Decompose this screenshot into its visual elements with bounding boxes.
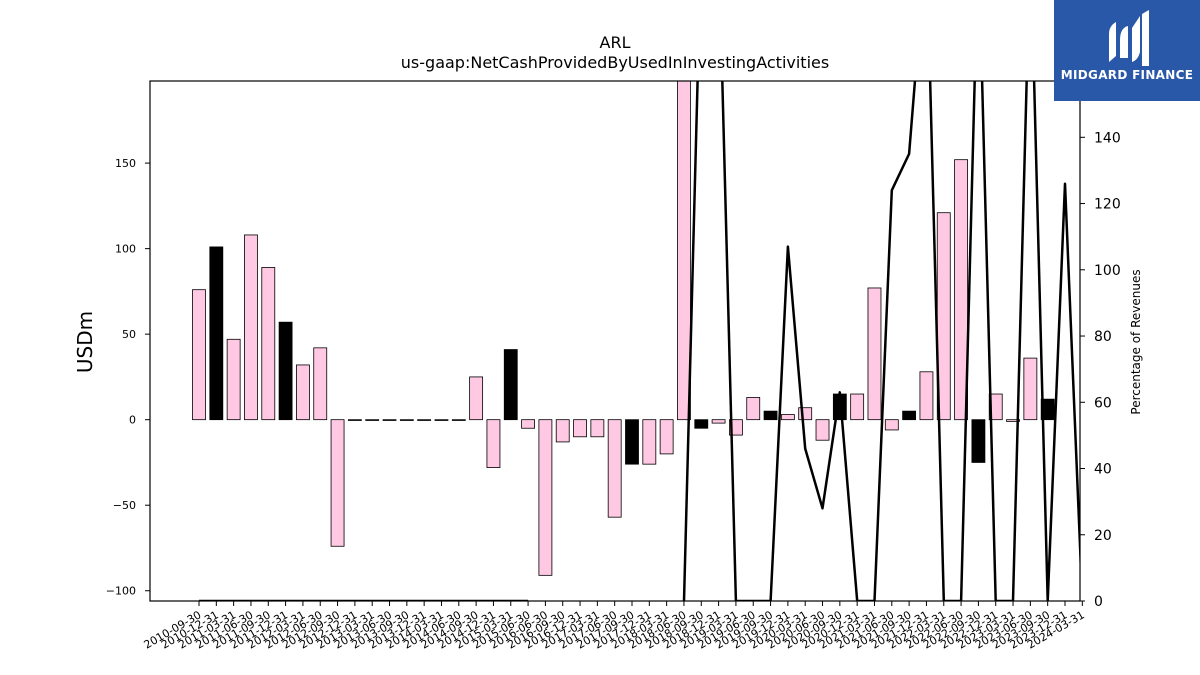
- bar-2012-03-31: [296, 364, 310, 421]
- bar-2021-03-31: [867, 287, 882, 421]
- bar-2013-12-31: [417, 419, 432, 421]
- y2-tick-label: 120: [1094, 197, 1121, 213]
- y2-tick-label: 0: [1094, 594, 1103, 610]
- bar-2013-09-30: [399, 419, 414, 421]
- x-axis-ticks: 2010-09-302010-12-312011-03-312011-06-30…: [142, 601, 1087, 652]
- bar-2019-12-31: [780, 414, 795, 421]
- bar-2019-09-30: [763, 410, 778, 421]
- y-tick-label: 100: [115, 243, 136, 256]
- bar-2013-03-31: [365, 419, 380, 421]
- y-tick-label: −100: [106, 585, 136, 598]
- y2-tick-label: 60: [1094, 395, 1112, 411]
- bar-2023-09-30: [1040, 398, 1055, 421]
- bar-2012-12-31: [347, 419, 362, 421]
- y-tick-label: 0: [129, 414, 136, 427]
- bar-2016-06-30: [538, 419, 553, 576]
- bar-2021-09-30: [902, 410, 917, 421]
- y2-tick-label: 100: [1094, 263, 1121, 279]
- bar-2012-06-30: [313, 347, 328, 421]
- y-axis-label: USDm: [73, 311, 97, 373]
- bar-2018-03-31: [659, 419, 674, 455]
- bar-2020-03-31: [798, 407, 813, 421]
- bar-2014-09-30: [469, 376, 484, 421]
- bar-2023-06-30: [1023, 357, 1038, 421]
- bar-2022-12-31: [988, 393, 1003, 421]
- chart-title: ARL: [600, 33, 631, 52]
- bar-2018-09-30: [694, 419, 709, 429]
- right-axis-ticks: 0 20 40 60 80 100 120 140: [1080, 130, 1121, 610]
- bars-layer: [192, 81, 1055, 576]
- bar-2013-06-30: [382, 419, 397, 421]
- bar-2020-06-30: [815, 419, 830, 441]
- bar-2011-09-30: [261, 267, 276, 421]
- bar-2014-06-30: [451, 419, 466, 421]
- bar-2017-06-30: [607, 419, 622, 518]
- bar-2010-09-30: [192, 289, 206, 421]
- bar-2021-06-30: [884, 419, 899, 431]
- y-tick-label: 150: [115, 157, 136, 170]
- bar-2011-06-30: [244, 234, 258, 421]
- bar-2015-06-30: [521, 419, 535, 429]
- bar-2014-03-31: [434, 419, 449, 421]
- bar-2023-03-31: [1006, 419, 1020, 422]
- line-layer: [199, 81, 1080, 601]
- bar-2011-03-31: [226, 338, 241, 421]
- bar-2018-12-31: [711, 419, 726, 424]
- chart-subtitle: us-gaap:NetCashProvidedByUsedInInvesting…: [401, 53, 829, 72]
- bar-2019-06-30: [746, 397, 761, 421]
- bar-2016-09-30: [555, 419, 570, 443]
- midgard-logo-icon: [1109, 10, 1149, 66]
- y2-tick-label: 40: [1094, 462, 1112, 478]
- bar-2014-12-31: [486, 419, 501, 468]
- bar-2010-12-31: [209, 246, 224, 421]
- bar-2011-12-31: [278, 321, 293, 421]
- y2-tick-label: 80: [1094, 329, 1112, 345]
- y2-axis-label: Percentage of Revenues: [1129, 269, 1143, 414]
- bar-2017-09-30: [625, 419, 639, 465]
- bar-2012-09-30: [330, 419, 345, 547]
- bar-2020-12-31: [850, 393, 865, 421]
- brand-logo: MIDGARD FINANCE: [1054, 0, 1200, 101]
- bar-2021-12-31: [919, 371, 934, 421]
- bar-2017-03-31: [590, 419, 605, 438]
- bar-2015-03-31: [503, 349, 518, 421]
- y2-tick-label: 140: [1094, 130, 1121, 146]
- percentage-line-segment: [682, 81, 1080, 601]
- bar-2022-09-30: [971, 419, 986, 463]
- bar-2018-06-30: [677, 81, 691, 421]
- left-axis-ticks: −100 −50 0 50 100 150: [106, 157, 150, 598]
- y-tick-label: 50: [122, 328, 136, 341]
- y2-tick-label: 20: [1094, 528, 1112, 544]
- bar-2022-06-30: [954, 159, 968, 421]
- bar-2016-12-31: [573, 419, 587, 438]
- y-tick-label: −50: [113, 499, 136, 512]
- logo-text: MIDGARD FINANCE: [1060, 68, 1194, 82]
- bar-2017-12-31: [642, 419, 657, 465]
